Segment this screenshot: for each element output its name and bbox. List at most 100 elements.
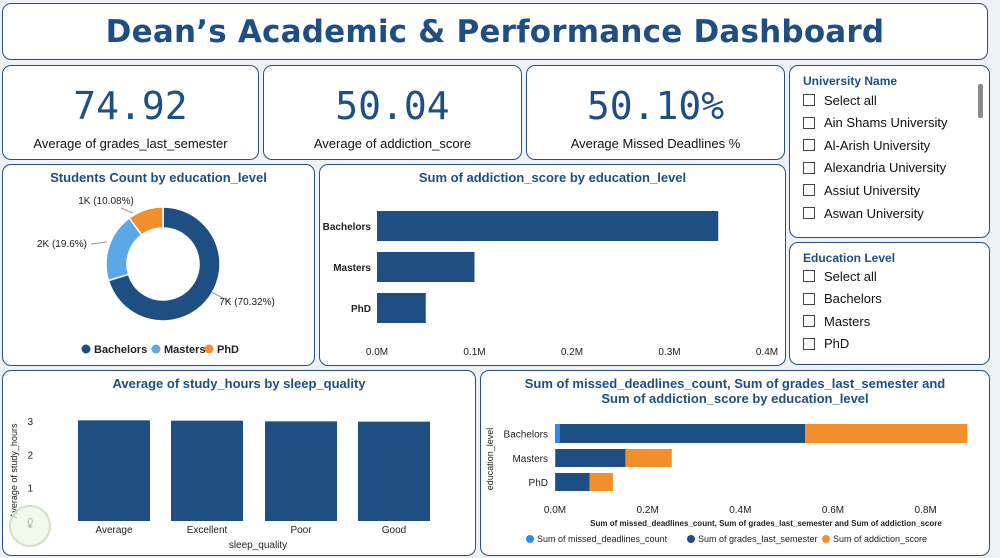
kpi-label-missed: Average Missed Deadlines %: [570, 136, 741, 151]
stacked-x-tick-1: 0.2M: [637, 505, 659, 516]
title-banner: Dean’s Academic & Performance Dashboard: [2, 3, 988, 60]
kpi-value-missed: 50.10%: [586, 84, 725, 128]
university-option-label: Alexandria University: [824, 160, 947, 176]
kpi-value-grades: 74.92: [73, 84, 188, 128]
addiction-bar-masters[interactable]: [377, 252, 475, 282]
kpi-value-addiction: 50.04: [335, 84, 450, 128]
kpi-card-missed[interactable]: 50.10% Average Missed Deadlines %: [526, 65, 785, 160]
stacked-legend-label-sum-of-grades-last-semester[interactable]: Sum of grades_last_semester: [698, 534, 818, 544]
donut-slice-bachelors[interactable]: [107, 206, 221, 322]
dashboard-title: Dean’s Academic & Performance Dashboard: [105, 14, 885, 50]
education-option-masters[interactable]: Masters: [803, 312, 870, 330]
study-bar-good[interactable]: [358, 421, 430, 521]
university-option-alexandria-university[interactable]: Alexandria University: [803, 159, 946, 177]
stacked-x-tick-4: 0.8M: [915, 505, 937, 516]
university-option-label: Aswan University: [824, 205, 924, 221]
study-x-tick-poor: Poor: [290, 525, 312, 536]
kpi-label-addiction: Average of addiction_score: [313, 136, 472, 151]
donut-slice-phd[interactable]: [128, 206, 164, 237]
donut-legend-marker-masters: [151, 344, 161, 354]
addiction-x-tick-2: 0.2M: [561, 347, 583, 358]
donut-legend-label-masters[interactable]: Masters: [164, 344, 206, 356]
stacked-bar-phd-sum-of-addiction-score[interactable]: [589, 473, 613, 491]
education-option-checkbox[interactable]: [803, 315, 815, 328]
study-bar-poor[interactable]: [265, 421, 337, 521]
university-option-select-all[interactable]: Select all: [803, 91, 877, 109]
stacked-bar-bachelors-sum-of-addiction-score[interactable]: [805, 424, 968, 443]
study-y-tick-1: 1: [27, 484, 33, 495]
university-option-checkbox[interactable]: [803, 161, 815, 174]
stacked-x-tick-2: 0.4M: [729, 505, 751, 516]
stacked-y-tick-bachelors: Bachelors: [504, 430, 548, 441]
stacked-x-tick-3: 0.6M: [822, 505, 844, 516]
education-option-bachelors[interactable]: Bachelors: [803, 290, 882, 308]
study-column-chart[interactable]: 0123Average of study_hoursAverageExcelle…: [3, 371, 476, 556]
university-option-assiut-university[interactable]: Assiut University: [803, 181, 920, 199]
education-option-phd[interactable]: PhD: [803, 335, 849, 353]
stacked-y-axis-label: education_level: [485, 428, 495, 491]
education-option-checkbox[interactable]: [803, 292, 815, 305]
addiction-y-tick-phd: PhD: [351, 304, 371, 315]
addiction-x-tick-0: 0.0M: [366, 347, 388, 358]
donut-legend-label-bachelors[interactable]: Bachelors: [94, 344, 147, 356]
stacked-legend-marker-sum-of-addiction-score: [822, 535, 830, 543]
education-option-checkbox[interactable]: [803, 270, 815, 282]
stacked-legend-marker-sum-of-grades-last-semester: [687, 535, 695, 543]
stacked-legend-label-sum-of-addiction-score[interactable]: Sum of addiction_score: [833, 534, 927, 544]
kpi-card-addiction[interactable]: 50.04 Average of addiction_score: [263, 65, 522, 160]
stacked-bar-masters-sum-of-missed-deadlines-count[interactable]: [555, 449, 557, 467]
stacked-bar-bachelors-sum-of-missed-deadlines-count[interactable]: [555, 424, 560, 443]
university-option-checkbox[interactable]: [803, 94, 815, 106]
education-option-select-all[interactable]: Select all: [803, 267, 877, 285]
stacked-x-tick-0: 0.0M: [544, 505, 566, 516]
watermark-logo-mark: ❧: [26, 521, 34, 531]
addiction-y-tick-bachelors: Bachelors: [323, 222, 372, 233]
donut-leader-line: [120, 207, 134, 214]
watermark-logo: ❧: [9, 505, 51, 547]
addiction-x-tick-3: 0.3M: [658, 347, 680, 358]
donut-leader-line: [90, 241, 108, 245]
addiction-x-tick-1: 0.1M: [463, 347, 485, 358]
university-option-ain-shams-university[interactable]: Ain Shams University: [803, 114, 948, 132]
education-slicer-title: Education Level: [803, 251, 896, 265]
education-option-label: Masters: [824, 313, 871, 329]
stacked-bar-chart[interactable]: education_level Bachelors Masters PhD 0.0M 0.…: [481, 371, 990, 556]
donut-chart[interactable]: 7K (70.32%) 2K (19.6%) 1K (10.08%) Bachelor…: [3, 165, 315, 366]
education-option-checkbox[interactable]: [803, 337, 815, 350]
university-slicer-scrollbar[interactable]: [978, 84, 983, 118]
donut-data-label-masters: 2K (19.6%): [37, 239, 87, 250]
study-x-axis-label: sleep_quality: [229, 540, 287, 551]
study-bar-average[interactable]: [78, 420, 150, 521]
kpi-label-grades: Average of grades_last_semester: [33, 136, 228, 151]
kpi-card-grades[interactable]: 74.92 Average of grades_last_semester: [2, 65, 259, 160]
addiction-bar-bachelors[interactable]: [377, 211, 719, 241]
university-option-checkbox[interactable]: [803, 184, 815, 197]
university-option-checkbox[interactable]: [803, 116, 815, 129]
addiction-chart-title: Sum of addiction_score by education_leve…: [418, 170, 687, 185]
university-option-al-arish-university[interactable]: Al-Arish University: [803, 136, 930, 154]
university-option-checkbox[interactable]: [803, 207, 815, 219]
stacked-bar-bachelors-sum-of-grades-last-semester[interactable]: [559, 424, 806, 443]
stacked-bar-phd-sum-of-grades-last-semester[interactable]: [555, 473, 590, 491]
addiction-bar-chart[interactable]: Bachelors Masters PhD 0.0M 0.1M 0.2M 0.3M 0.4M: [320, 165, 786, 366]
university-option-label: Select all: [824, 92, 877, 108]
university-option-label: Al-Arish University: [824, 137, 931, 153]
study-bar-excellent[interactable]: [171, 420, 243, 521]
stacked-legend-label-sum-of-missed-deadlines-count[interactable]: Sum of missed_deadlines_count: [537, 534, 668, 544]
stacked-bar-masters-sum-of-grades-last-semester[interactable]: [555, 449, 626, 467]
stacked-y-tick-phd: PhD: [529, 478, 548, 489]
university-option-label: Ain Shams University: [824, 115, 948, 131]
education-option-label: Bachelors: [824, 291, 882, 307]
addiction-bar-phd[interactable]: [377, 293, 426, 323]
education-option-label: PhD: [824, 336, 850, 352]
donut-legend-label-phd[interactable]: PhD: [217, 344, 239, 356]
addiction-y-tick-masters: Masters: [333, 263, 371, 274]
stacked-bar-masters-sum-of-addiction-score[interactable]: [625, 449, 672, 467]
donut-legend-marker-phd: [204, 344, 214, 354]
stacked-legend-marker-sum-of-missed-deadlines-count: [526, 535, 534, 543]
stacked-chart-title: Sum of missed_deadlines_count, Sum of gr…: [524, 376, 946, 406]
stacked-chart-card: Sum of missed_deadlines_count, Sum of gr…: [480, 370, 990, 556]
education-slicer: Education Level Select all Bachelors Maste…: [789, 242, 990, 365]
university-option-aswan-university[interactable]: Aswan University: [803, 204, 924, 222]
university-option-checkbox[interactable]: [803, 139, 815, 152]
